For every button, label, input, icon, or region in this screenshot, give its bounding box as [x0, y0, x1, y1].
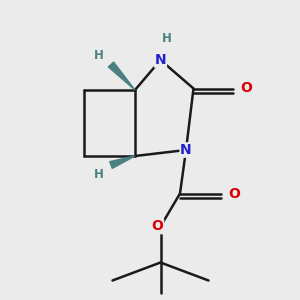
Text: N: N: [155, 53, 166, 67]
Polygon shape: [110, 156, 135, 168]
Text: H: H: [94, 49, 104, 62]
Text: O: O: [228, 187, 240, 200]
Text: H: H: [162, 32, 171, 46]
Text: H: H: [94, 167, 104, 181]
Text: O: O: [240, 82, 252, 95]
Text: O: O: [152, 220, 164, 233]
Text: N: N: [180, 143, 192, 157]
Polygon shape: [108, 62, 135, 90]
